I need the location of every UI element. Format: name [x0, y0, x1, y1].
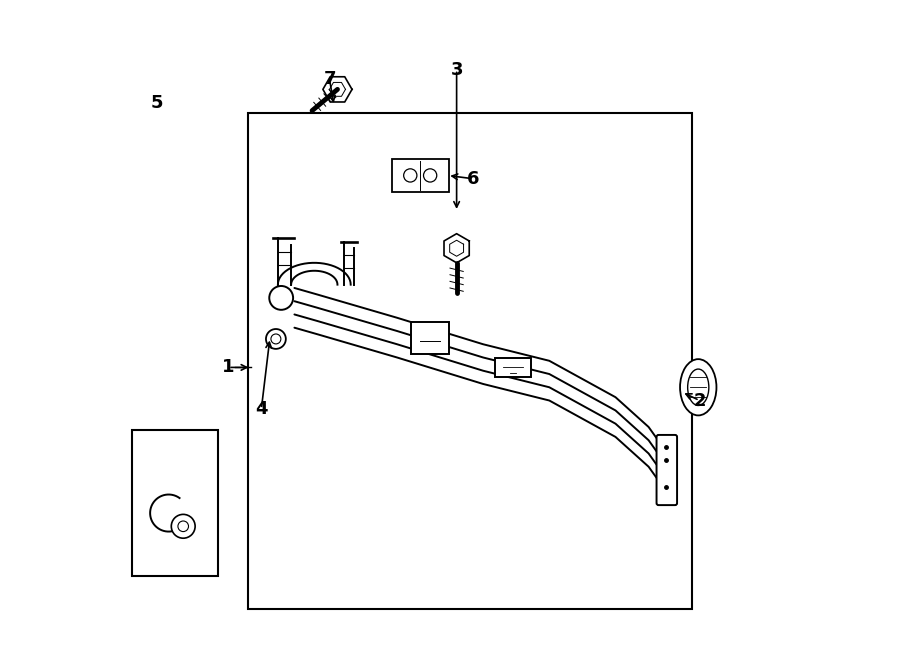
Bar [132, 430, 219, 576]
Ellipse shape [266, 329, 286, 349]
Text: 6: 6 [467, 169, 480, 188]
FancyBboxPatch shape [411, 322, 449, 354]
Text: 4: 4 [255, 400, 267, 418]
Circle shape [424, 169, 436, 182]
Ellipse shape [680, 359, 716, 416]
Circle shape [171, 514, 195, 538]
Text: 2: 2 [693, 391, 706, 410]
Bar [248, 113, 691, 609]
Circle shape [178, 521, 188, 532]
FancyBboxPatch shape [656, 435, 677, 505]
FancyBboxPatch shape [392, 159, 449, 192]
Ellipse shape [271, 334, 281, 344]
Text: 7: 7 [323, 70, 336, 89]
Text: 3: 3 [450, 60, 463, 79]
Text: 5: 5 [150, 93, 163, 112]
FancyBboxPatch shape [495, 358, 531, 377]
Ellipse shape [688, 369, 709, 405]
Circle shape [404, 169, 417, 182]
Circle shape [269, 286, 293, 310]
Polygon shape [444, 234, 469, 263]
Polygon shape [323, 77, 352, 102]
Text: 1: 1 [222, 358, 235, 377]
